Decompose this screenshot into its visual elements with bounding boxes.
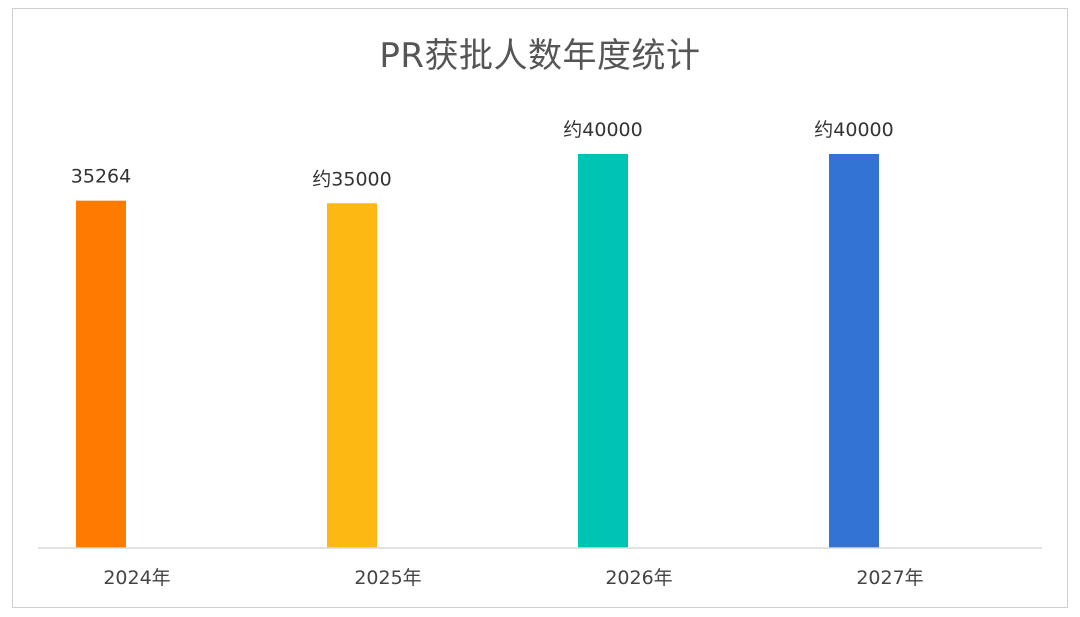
bar-value-label-1: 35264 [71,166,131,188]
x-tick-labels-layer: 2024年 2025年 2026年 2027年 [103,567,923,589]
chart-frame [12,8,1068,608]
x-tick-label-2: 2025年 [354,567,421,589]
bar-value-label-2: 约35000 [312,168,391,190]
bar-4 [829,154,879,548]
x-tick-label-3: 2026年 [605,567,672,589]
bar-2 [327,203,377,548]
bar-3 [578,154,628,548]
bar-value-label-3: 约40000 [563,119,642,141]
x-tick-label-1: 2024年 [103,567,170,589]
bars-layer [76,154,879,548]
x-tick-label-4: 2027年 [856,567,923,589]
bar-value-label-4: 约40000 [814,119,893,141]
bar-1 [76,200,126,548]
chart-title: PR获批人数年度统计 [379,36,701,76]
value-labels-layer: 35264 约35000 约40000 约40000 [71,119,894,190]
